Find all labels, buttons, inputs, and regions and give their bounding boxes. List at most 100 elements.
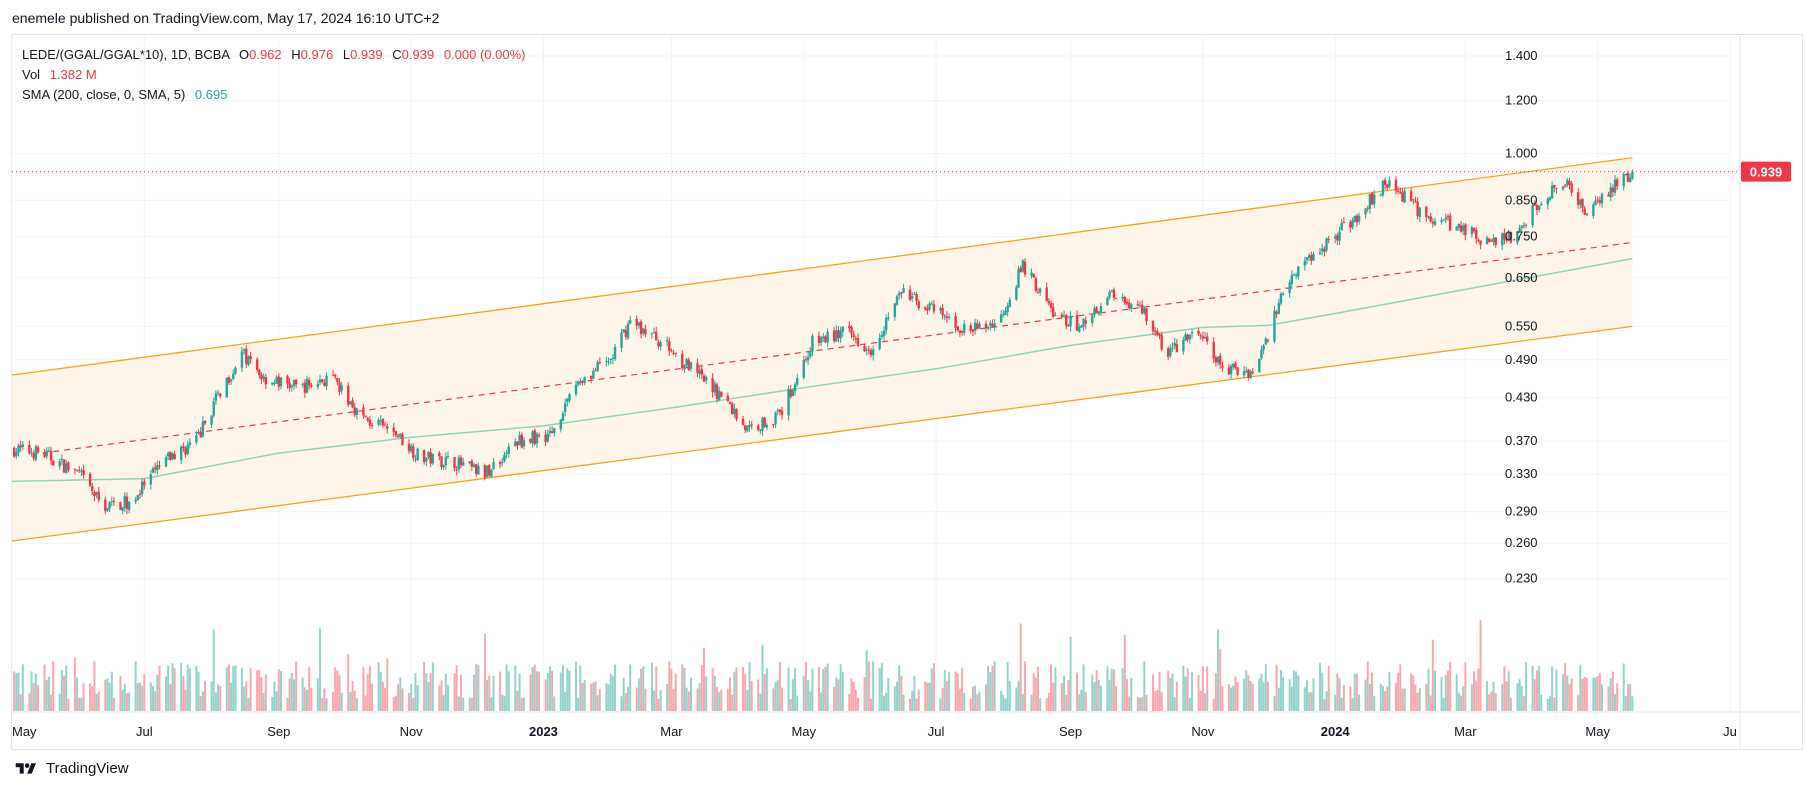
candle-body xyxy=(1503,233,1506,240)
channel-midline xyxy=(42,241,1633,454)
candle-body xyxy=(1281,293,1285,295)
candle-body xyxy=(195,435,198,443)
legend-symbol[interactable]: LEDE/(GGAL/GGAL*10), 1D, BCBA xyxy=(22,47,230,62)
candle-body xyxy=(320,379,324,383)
volume-bar xyxy=(1008,680,1011,711)
candle-body xyxy=(1110,290,1113,292)
volume-bar xyxy=(301,677,304,711)
candle-body xyxy=(1245,370,1248,372)
x-tick-label: Nov xyxy=(400,724,424,739)
candle-body xyxy=(1023,261,1027,275)
volume-bar xyxy=(386,658,389,711)
volume-bar xyxy=(1171,673,1174,711)
x-tick-label: May xyxy=(1585,724,1610,739)
volume-bar xyxy=(941,687,944,711)
candle-body xyxy=(242,349,246,351)
volume-bar xyxy=(106,678,109,711)
volume-bar xyxy=(807,680,810,711)
candle-body xyxy=(1431,221,1435,224)
legend-high-label: H xyxy=(291,47,301,62)
volume-bar xyxy=(78,697,81,711)
candle-body xyxy=(1229,365,1233,375)
volume-bar xyxy=(1433,670,1436,711)
candle-body xyxy=(331,374,335,376)
legend-ohlc-row: LEDE/(GGAL/GGAL*10), 1D, BCBA O0.962 H0.… xyxy=(22,45,525,65)
volume-bar xyxy=(551,670,554,711)
volume-bar xyxy=(1533,679,1536,711)
candle-body xyxy=(1334,236,1337,239)
volume-bar xyxy=(336,670,339,711)
candle-body xyxy=(689,362,693,369)
volume-bar xyxy=(401,688,404,711)
candle-body xyxy=(1470,227,1474,235)
candle-body xyxy=(1216,356,1220,363)
candle-body xyxy=(65,463,68,473)
candle-body xyxy=(930,303,933,305)
candle-body xyxy=(1151,320,1155,332)
candle-body xyxy=(1166,348,1170,357)
candle-body xyxy=(1403,191,1406,203)
y-tick-label: 0.330 xyxy=(1505,466,1538,481)
volume-bar xyxy=(1095,670,1098,711)
candle-body xyxy=(1442,219,1445,221)
candle-body xyxy=(850,326,853,334)
volume-bar xyxy=(1518,678,1521,711)
volume-bar xyxy=(1069,636,1072,711)
volume-bar xyxy=(1184,676,1187,711)
volume-bar xyxy=(37,685,40,711)
volume-bar xyxy=(781,687,784,711)
candle-body xyxy=(574,384,578,395)
candle-body xyxy=(1609,187,1612,198)
volume-bar xyxy=(538,671,541,711)
parallel-channel[interactable] xyxy=(11,157,1633,542)
candle-body xyxy=(854,338,858,340)
volume-bar xyxy=(1492,681,1495,711)
candle-body xyxy=(1054,314,1057,316)
candle-body xyxy=(1275,311,1278,315)
volume-bar xyxy=(1099,685,1102,711)
candle-body xyxy=(1212,341,1215,359)
volume-bar xyxy=(687,691,690,711)
volume-bar xyxy=(1191,671,1194,711)
y-tick-label: 0.430 xyxy=(1505,390,1538,405)
footer-brand[interactable]: TradingView xyxy=(12,760,129,777)
legend-volume-label[interactable]: Vol xyxy=(22,67,41,82)
volume-bar xyxy=(1138,697,1141,711)
volume-bar xyxy=(477,665,480,711)
candle-body xyxy=(969,325,972,331)
candle-body xyxy=(576,382,580,385)
volume-bar xyxy=(119,676,122,711)
volume-bar xyxy=(824,666,827,711)
candle-body xyxy=(581,381,584,383)
candle-body xyxy=(255,359,259,370)
candle-body xyxy=(685,359,688,366)
candle-body xyxy=(1047,301,1051,304)
volume-bar xyxy=(290,673,293,711)
candle-body xyxy=(1425,206,1428,218)
candle-body xyxy=(1353,215,1356,222)
volume-bar xyxy=(811,668,814,711)
candle-body xyxy=(900,292,903,294)
volume-bar xyxy=(794,668,797,711)
volume-bar xyxy=(1486,680,1489,711)
candle-body xyxy=(1479,240,1482,245)
volume-bar xyxy=(1243,678,1246,711)
volume-bar xyxy=(165,676,168,711)
candle-body xyxy=(125,496,129,509)
volume-bar xyxy=(765,668,768,711)
volume-bar xyxy=(381,682,384,711)
x-tick-label: 2024 xyxy=(1321,724,1351,739)
volume-bar xyxy=(143,673,146,711)
legend-sma-label[interactable]: SMA (200, close, 0, SMA, 5) xyxy=(22,87,186,102)
volume-bar xyxy=(76,677,79,711)
volume-bar xyxy=(1221,685,1224,711)
candle-body xyxy=(140,481,144,495)
volume-bar xyxy=(520,698,523,711)
volume-bar xyxy=(1509,697,1512,711)
volume-bar xyxy=(581,682,584,711)
candle-body xyxy=(386,426,389,429)
last-price-label: 0.939 xyxy=(1750,165,1783,180)
volume-bars xyxy=(13,620,1634,711)
candle-body xyxy=(1032,273,1035,278)
